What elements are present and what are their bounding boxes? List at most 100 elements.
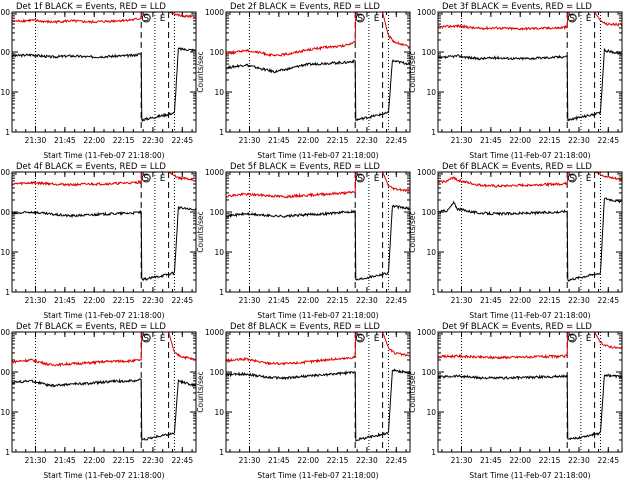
panel-title: Det 5f BLACK = Events, RED = LLD	[230, 162, 380, 172]
x-tick-label: 22:00	[509, 456, 531, 465]
x-tick-label: 21:45	[54, 296, 76, 305]
x-tick-label: 21:30	[239, 456, 261, 465]
x-tick-label: 22:15	[113, 136, 135, 145]
y-tick-label: 10	[214, 408, 224, 417]
y-tick-label: 10	[426, 88, 436, 97]
y-axis-label: Counts/sec	[408, 211, 417, 252]
y-tick-label: 1000	[0, 328, 10, 337]
x-tick-label: 22:15	[327, 296, 349, 305]
panel-det-8: Det 8f BLACK = Events, RED = LLD Counts/s…	[196, 322, 411, 480]
x-tick-label: 21:30	[451, 296, 473, 305]
x-tick-label: 22:15	[327, 456, 349, 465]
series-events-line	[225, 58, 411, 122]
y-tick-label: 1	[431, 128, 436, 137]
x-tick-label: 22:00	[297, 136, 319, 145]
y-tick-label: 100	[422, 48, 437, 57]
y-tick-label: 100	[422, 368, 437, 377]
x-tick-label: 22:45	[171, 296, 193, 305]
series-events-line	[11, 378, 197, 442]
y-tick-label: 10	[426, 408, 436, 417]
x-tick-label: 22:00	[297, 296, 319, 305]
y-axis-label: Counts/sec	[408, 371, 417, 412]
x-tick-label: 22:30	[142, 456, 164, 465]
x-tick-label: 22:15	[539, 456, 561, 465]
panel-det-7: Det 7f BLACK = Events, RED = LLDCounts/s…	[0, 322, 197, 480]
y-tick-label: 10	[426, 248, 436, 257]
x-axis-label: Start Time (11-Feb-07 21:18:00)	[257, 151, 378, 160]
x-tick-label: 21:45	[268, 456, 290, 465]
series-events-line	[437, 373, 623, 441]
y-tick-label: 10	[0, 248, 10, 257]
y-tick-label: 1000	[0, 168, 10, 177]
saa-end-label: E	[160, 14, 166, 24]
panel-det-2: Det 2f BLACK = Events, RED = LLD Counts/s…	[196, 2, 411, 160]
x-tick-label: 21:30	[239, 296, 261, 305]
saa-start-marker	[567, 333, 577, 343]
x-axis-label: Start Time (11-Feb-07 21:18:00)	[43, 151, 164, 160]
x-axis-label: Start Time (11-Feb-07 21:18:00)	[257, 471, 378, 480]
x-tick-label: 22:15	[113, 456, 135, 465]
saa-end-label: E	[586, 174, 592, 184]
x-tick-label: 22:15	[539, 136, 561, 145]
x-axis-label: Start Time (11-Feb-07 21:18:00)	[469, 151, 590, 160]
y-tick-label: 1	[431, 448, 436, 457]
x-tick-label: 22:30	[568, 456, 590, 465]
x-tick-label: 22:30	[568, 136, 590, 145]
panel-title: Det 7f BLACK = Events, RED = LLD	[16, 322, 166, 332]
x-tick-label: 22:45	[597, 456, 619, 465]
y-tick-label: 100	[422, 208, 437, 217]
saa-start-label: S	[569, 334, 575, 344]
y-tick-label: 10	[214, 248, 224, 257]
series-events-line	[225, 368, 411, 442]
x-tick-label: 21:45	[268, 296, 290, 305]
series-events-line	[225, 204, 410, 281]
y-tick-label: 1	[5, 128, 10, 137]
saa-end-label: E	[374, 14, 380, 24]
y-tick-label: 10	[0, 88, 10, 97]
panel-det-9: Det 9f BLACK = Events, RED = LLD Counts/s…	[408, 322, 623, 480]
y-axis-label: Counts/sec	[196, 51, 205, 92]
y-tick-label: 1	[5, 448, 10, 457]
saa-start-marker	[355, 173, 365, 183]
plot-frame	[11, 171, 197, 293]
saa-start-label: S	[569, 174, 575, 184]
x-tick-label: 22:30	[356, 456, 378, 465]
x-tick-label: 22:45	[171, 456, 193, 465]
saa-start-label: S	[143, 334, 149, 344]
y-tick-label: 100	[0, 368, 10, 377]
y-tick-label: 1000	[417, 8, 436, 17]
saa-end-label: E	[586, 334, 592, 344]
saa-start-label: S	[357, 14, 363, 24]
y-tick-label: 1000	[205, 168, 224, 177]
x-tick-label: 22:00	[509, 136, 531, 145]
plot-frame	[437, 171, 623, 293]
saa-start-marker	[355, 13, 365, 23]
x-axis-label: Start Time (11-Feb-07 21:18:00)	[469, 471, 590, 480]
x-tick-label: 21:45	[268, 136, 290, 145]
y-tick-label: 1000	[205, 328, 224, 337]
x-tick-label: 21:45	[480, 296, 502, 305]
x-axis-label: Start Time (11-Feb-07 21:18:00)	[43, 311, 164, 320]
panel-title: Det 6f BLACK = Events, RED = LLD	[442, 162, 592, 172]
x-tick-label: 21:45	[480, 456, 502, 465]
x-tick-label: 22:45	[597, 136, 619, 145]
series-events-line	[11, 47, 196, 123]
y-tick-label: 1000	[0, 8, 10, 17]
y-tick-label: 1000	[205, 8, 224, 17]
plot-frame	[437, 11, 623, 133]
panel-title: Det 4f BLACK = Events, RED = LLD	[16, 162, 166, 172]
x-tick-label: 22:15	[539, 296, 561, 305]
saa-end-label: E	[586, 14, 592, 24]
x-tick-label: 21:30	[25, 456, 47, 465]
y-axis-label: Counts/sec	[196, 371, 205, 412]
x-tick-label: 22:45	[597, 296, 619, 305]
y-tick-label: 100	[210, 48, 225, 57]
saa-start-marker	[141, 13, 151, 23]
x-axis-label: Start Time (11-Feb-07 21:18:00)	[257, 311, 378, 320]
plot-frame	[225, 11, 411, 133]
y-tick-label: 1	[5, 288, 10, 297]
y-tick-label: 1	[219, 448, 224, 457]
x-axis-label: Start Time (11-Feb-07 21:18:00)	[469, 311, 590, 320]
saa-start-marker	[567, 13, 577, 23]
